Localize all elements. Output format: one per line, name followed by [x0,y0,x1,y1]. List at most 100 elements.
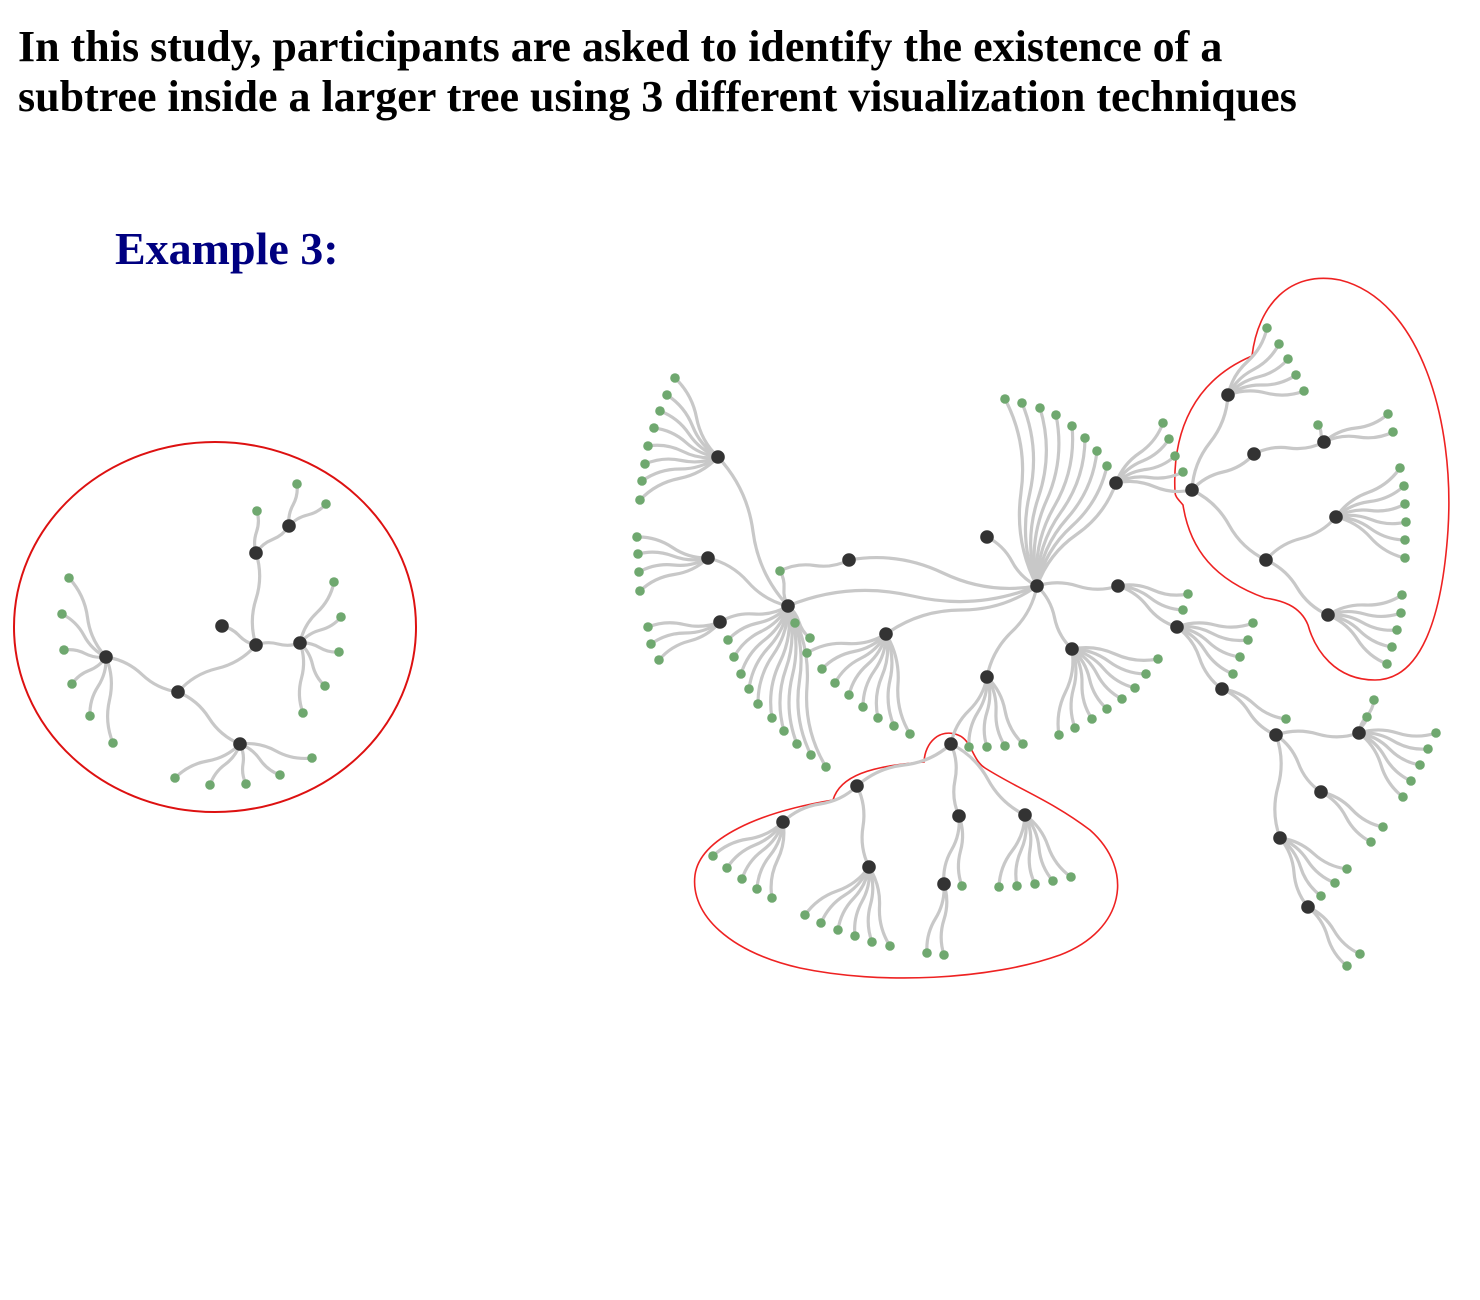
tree-edge-166 [819,865,871,925]
leaf-node-70 [817,664,827,674]
tree-edge-154 [1319,790,1373,844]
tree-edge-157 [1278,836,1323,898]
tree-edge-148 [1357,728,1438,738]
inner-node-27 [215,619,229,633]
leaf-node-35 [1102,461,1112,471]
tree-edge-99 [847,632,888,697]
leaf-node-139 [1415,760,1425,770]
tree-edge-101 [874,632,890,720]
tree-edge-27 [847,555,1039,591]
tree-edge-71 [726,604,790,642]
tree-edge-40 [1114,479,1194,494]
leaf-node-154 [708,851,718,861]
leaf-node-162 [833,925,843,935]
leaf-node-76 [905,729,915,739]
inner-node-134 [1215,682,1229,696]
tree-edge-75 [756,604,790,706]
tree-edge-64 [1034,424,1075,588]
tree-edge-115 [1070,647,1137,690]
tree-edge-47 [1116,584,1179,629]
tree-edge-52 [1273,733,1283,840]
tree-edge-138 [1326,613,1399,632]
leaf-node-12 [298,708,308,718]
tree-edge-53 [1278,836,1310,909]
tree-edge-103 [884,632,912,736]
inner-node-7 [99,650,113,664]
inner-node-26 [249,638,263,652]
leaf-node-137 [1431,728,1441,738]
leaf-node-170 [957,881,967,891]
tree-edge-152 [1357,731,1405,799]
tree-edge-178 [1023,813,1073,879]
inner-node-145 [1314,785,1328,799]
inner-node-166 [862,860,876,874]
inner-node-132 [1170,620,1184,634]
leaf-node-140 [1406,776,1416,786]
leaf-node-113 [1399,481,1409,491]
leaf-node-40 [723,635,733,645]
tree-edge-42 [1190,452,1256,492]
tree-edge-162 [740,820,785,881]
leaf-node-89 [1070,723,1080,733]
leaf-node-95 [1153,654,1163,664]
leaf-node-34 [1092,446,1102,456]
leaf-node-92 [1117,694,1127,704]
leaf-node-33 [1080,433,1090,443]
leaf-node-30 [1035,403,1045,413]
tree-edge-51 [1274,733,1323,794]
inner-node-68 [713,615,727,629]
edges-layer [60,326,1438,968]
tree-edge-54 [855,742,953,788]
tree-edge-137 [1326,609,1403,619]
leaf-node-138 [1423,744,1433,754]
tree-edge-126 [1226,389,1306,397]
inner-node-126 [1259,553,1273,567]
tree-edge-28 [985,535,1039,588]
leaf-node-45 [767,713,777,723]
leaf-node-10 [334,647,344,657]
tree-edge-32 [884,584,1039,636]
leaf-node-168 [939,950,949,960]
intro-heading: In this study, participants are asked to… [18,22,1478,122]
leaf-node-60 [632,532,642,542]
tree-edge-159 [1306,905,1349,968]
tree-edge-35 [716,455,790,608]
leaf-node-146 [1342,864,1352,874]
leaf-node-106 [1299,386,1309,396]
tree-edge-89 [635,535,710,560]
leaf-node-110 [1388,427,1398,437]
inner-node-159 [776,815,790,829]
leaf-node-94 [1141,669,1151,679]
tree-edge-17 [298,641,327,688]
tree-edge-56 [949,742,1027,817]
leaf-node-82 [1170,451,1180,461]
leaf-node-160 [800,910,810,920]
tree-edge-48 [1175,625,1224,691]
leaf-node-1 [64,573,74,583]
leaf-node-39 [805,633,815,643]
tree-edge-81 [673,376,720,459]
leaf-node-108 [1313,420,1323,430]
tree-edge-140 [1326,613,1389,666]
tree-edge-176 [1023,813,1037,886]
leaf-node-16 [241,779,251,789]
tree-edge-2 [176,643,258,694]
leaf-node-6 [108,738,118,748]
main-tree-hulls [693,277,1450,979]
leaf-node-172 [994,882,1004,892]
leaf-node-109 [1383,409,1393,419]
leaf-node-42 [736,669,746,679]
leaf-node-123 [1382,659,1392,669]
leaf-node-54 [649,423,659,433]
leaf-node-91 [1102,704,1112,714]
leaf-node-73 [858,702,868,712]
tree-edge-105 [1114,437,1171,485]
tree-edge-110 [1056,647,1075,737]
tree-edge-90 [636,550,710,562]
leaf-node-100 [1018,739,1028,749]
tree-edge-12 [88,655,108,718]
tree-edge-144 [1175,625,1235,676]
tree-edge-175 [1014,813,1028,888]
leaf-node-175 [1048,876,1058,886]
